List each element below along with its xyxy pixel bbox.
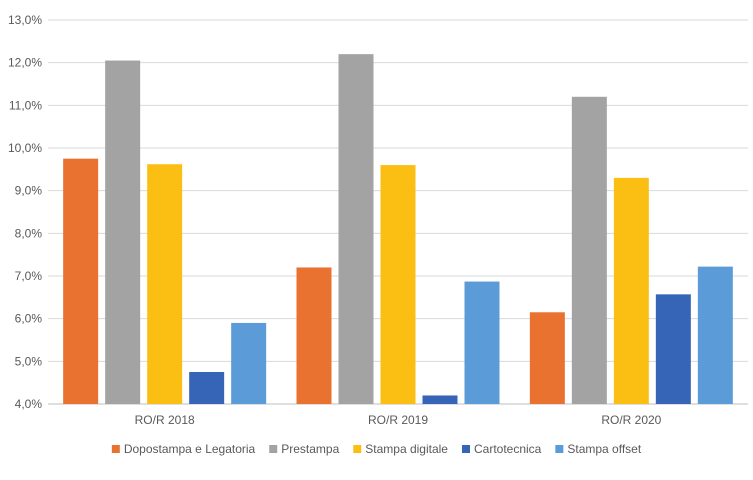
bar — [231, 322, 267, 404]
legend-label: Stampa digitale — [365, 442, 448, 456]
legend-swatch — [269, 445, 278, 453]
legend-label: Cartotecnica — [474, 442, 542, 456]
y-tick-label: 5,0% — [15, 354, 43, 368]
legend-label: Stampa offset — [567, 442, 641, 456]
bar — [63, 158, 99, 404]
bar — [422, 395, 458, 404]
legend-swatch — [461, 445, 470, 453]
y-tick-label: 9,0% — [15, 184, 43, 198]
bar — [296, 267, 332, 404]
y-tick-label: 8,0% — [15, 226, 43, 240]
y-tick-label: 7,0% — [15, 269, 43, 283]
bar — [655, 294, 691, 404]
bar — [529, 312, 565, 404]
x-tick-label: RO/R 2019 — [368, 413, 428, 427]
y-tick-label: 6,0% — [15, 312, 43, 326]
y-tick-label: 4,0% — [15, 397, 43, 411]
legend-swatch — [111, 445, 120, 453]
legend-label: Prestampa — [281, 442, 339, 456]
bar — [464, 281, 500, 404]
y-tick-label: 12,0% — [8, 56, 42, 70]
bar — [613, 177, 649, 404]
y-tick-label: 13,0% — [8, 13, 42, 27]
legend-swatch — [353, 445, 362, 453]
x-tick-label: RO/R 2020 — [601, 413, 661, 427]
y-tick-label: 11,0% — [9, 98, 42, 112]
bar — [189, 372, 225, 404]
bar — [380, 165, 416, 404]
x-tick-label: RO/R 2018 — [135, 413, 195, 427]
bar — [697, 266, 733, 404]
legend-label: Dopostampa e Legatoria — [124, 442, 256, 456]
bar — [571, 96, 607, 405]
bar — [105, 60, 141, 405]
y-tick-label: 10,0% — [8, 141, 42, 155]
bar — [147, 164, 183, 404]
legend-swatch — [555, 445, 564, 453]
bar — [338, 54, 374, 405]
